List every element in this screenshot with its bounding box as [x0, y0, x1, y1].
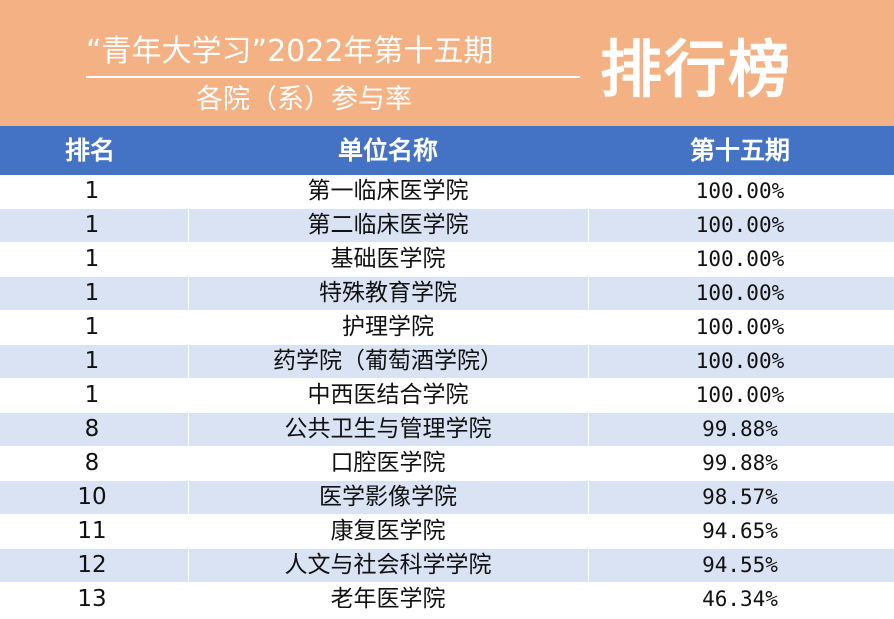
- cell-rank: 1: [84, 212, 100, 238]
- column-separator: [188, 345, 189, 379]
- column-separator: [188, 175, 189, 209]
- column-separator: [188, 311, 189, 345]
- cell-participation-rate: 94.55%: [702, 553, 778, 577]
- cell-unit-name: 医学影像学院: [319, 484, 457, 510]
- cell-unit-name: 护理学院: [342, 314, 434, 340]
- column-separator: [588, 515, 589, 549]
- cell-unit-name: 老年医学院: [330, 586, 446, 612]
- table-row: 1 第一临床医学院 100.00%: [0, 175, 894, 209]
- cell-rank: 1: [84, 178, 100, 204]
- cell-participation-rate: 46.34%: [702, 587, 778, 611]
- table-row: 1 护理学院 100.00%: [0, 311, 894, 345]
- cell-participation-rate: 99.88%: [702, 417, 778, 441]
- column-separator: [188, 209, 189, 243]
- cell-rank: 1: [84, 314, 100, 340]
- column-separator: [588, 311, 589, 345]
- column-separator: [188, 277, 189, 311]
- cell-rank: 8: [84, 450, 100, 476]
- column-separator: [188, 243, 189, 277]
- cell-rank: 13: [77, 586, 107, 612]
- banner-subtitle: 各院（系）参与率: [196, 84, 412, 115]
- table-header: 排名 单位名称 第十五期: [0, 126, 894, 175]
- cell-unit-name: 第二临床医学院: [307, 212, 469, 238]
- cell-participation-rate: 100.00%: [695, 213, 785, 237]
- cell-participation-rate: 94.65%: [702, 519, 778, 543]
- table-row: 10 医学影像学院 98.57%: [0, 481, 894, 515]
- column-separator: [588, 583, 589, 617]
- table-row: 1 药学院（葡萄酒学院） 100.00%: [0, 345, 894, 379]
- cell-participation-rate: 99.88%: [702, 451, 778, 475]
- column-separator: [588, 209, 589, 243]
- table-row: 8 口腔医学院 99.88%: [0, 447, 894, 481]
- cell-rank: 1: [84, 348, 100, 374]
- column-separator: [588, 277, 589, 311]
- cell-unit-name: 中西医结合学院: [307, 382, 469, 408]
- column-separator: [188, 481, 189, 515]
- cell-rank: 12: [77, 552, 107, 578]
- cell-unit-name: 康复医学院: [330, 518, 446, 544]
- cell-participation-rate: 100.00%: [695, 179, 785, 203]
- cell-unit-name: 公共卫生与管理学院: [284, 416, 492, 442]
- column-separator: [188, 549, 189, 583]
- cell-unit-name: 人文与社会科学学院: [284, 552, 492, 578]
- table-row: 12 人文与社会科学学院 94.55%: [0, 549, 894, 583]
- cell-unit-name: 药学院（葡萄酒学院）: [273, 348, 503, 374]
- column-separator: [588, 447, 589, 481]
- cell-rank: 11: [77, 518, 107, 544]
- leaderboard-heading: 排行榜: [600, 33, 793, 106]
- header-period: 第十五期: [689, 136, 790, 165]
- column-separator: [588, 243, 589, 277]
- cell-unit-name: 基础医学院: [330, 246, 446, 272]
- banner-title: “青年大学习”2022年第十五期: [86, 34, 494, 69]
- cell-unit-name: 特殊教育学院: [319, 280, 457, 306]
- column-separator: [588, 481, 589, 515]
- ranking-table-body: 1 第一临床医学院 100.00% 1 第二临床医学院 100.00% 1 基础医学院 100.…: [0, 175, 894, 617]
- cell-rank: 1: [84, 280, 100, 306]
- cell-unit-name: 口腔医学院: [330, 450, 446, 476]
- column-separator: [188, 413, 189, 447]
- column-separator: [188, 447, 189, 481]
- cell-unit-name: 第一临床医学院: [307, 178, 469, 204]
- cell-participation-rate: 100.00%: [695, 349, 785, 373]
- cell-rank: 10: [77, 484, 107, 510]
- cell-participation-rate: 100.00%: [695, 315, 785, 339]
- table-row: 1 特殊教育学院 100.00%: [0, 277, 894, 311]
- cell-rank: 8: [84, 416, 100, 442]
- header-rank: 排名: [64, 136, 115, 165]
- table-row: 1 中西医结合学院 100.00%: [0, 379, 894, 413]
- cell-participation-rate: 100.00%: [695, 281, 785, 305]
- table-row: 1 第二临床医学院 100.00%: [0, 209, 894, 243]
- column-separator: [188, 379, 189, 413]
- table-row: 8 公共卫生与管理学院 99.88%: [0, 413, 894, 447]
- cell-rank: 1: [84, 246, 100, 272]
- title-banner: “青年大学习”2022年第十五期 各院（系）参与率 排行榜: [0, 0, 894, 126]
- table-row: 1 基础医学院 100.00%: [0, 243, 894, 277]
- table-row: 11 康复医学院 94.65%: [0, 515, 894, 549]
- column-separator: [588, 549, 589, 583]
- column-separator: [188, 515, 189, 549]
- table-row: 13 老年医学院 46.34%: [0, 583, 894, 617]
- column-separator: [188, 583, 189, 617]
- title-divider: [86, 76, 580, 78]
- column-separator: [588, 379, 589, 413]
- cell-rank: 1: [84, 382, 100, 408]
- column-separator: [588, 345, 589, 379]
- cell-participation-rate: 98.57%: [702, 485, 778, 509]
- cell-participation-rate: 100.00%: [695, 383, 785, 407]
- column-separator: [588, 413, 589, 447]
- cell-participation-rate: 100.00%: [695, 247, 785, 271]
- header-unit-name: 单位名称: [337, 136, 438, 165]
- column-separator: [588, 175, 589, 209]
